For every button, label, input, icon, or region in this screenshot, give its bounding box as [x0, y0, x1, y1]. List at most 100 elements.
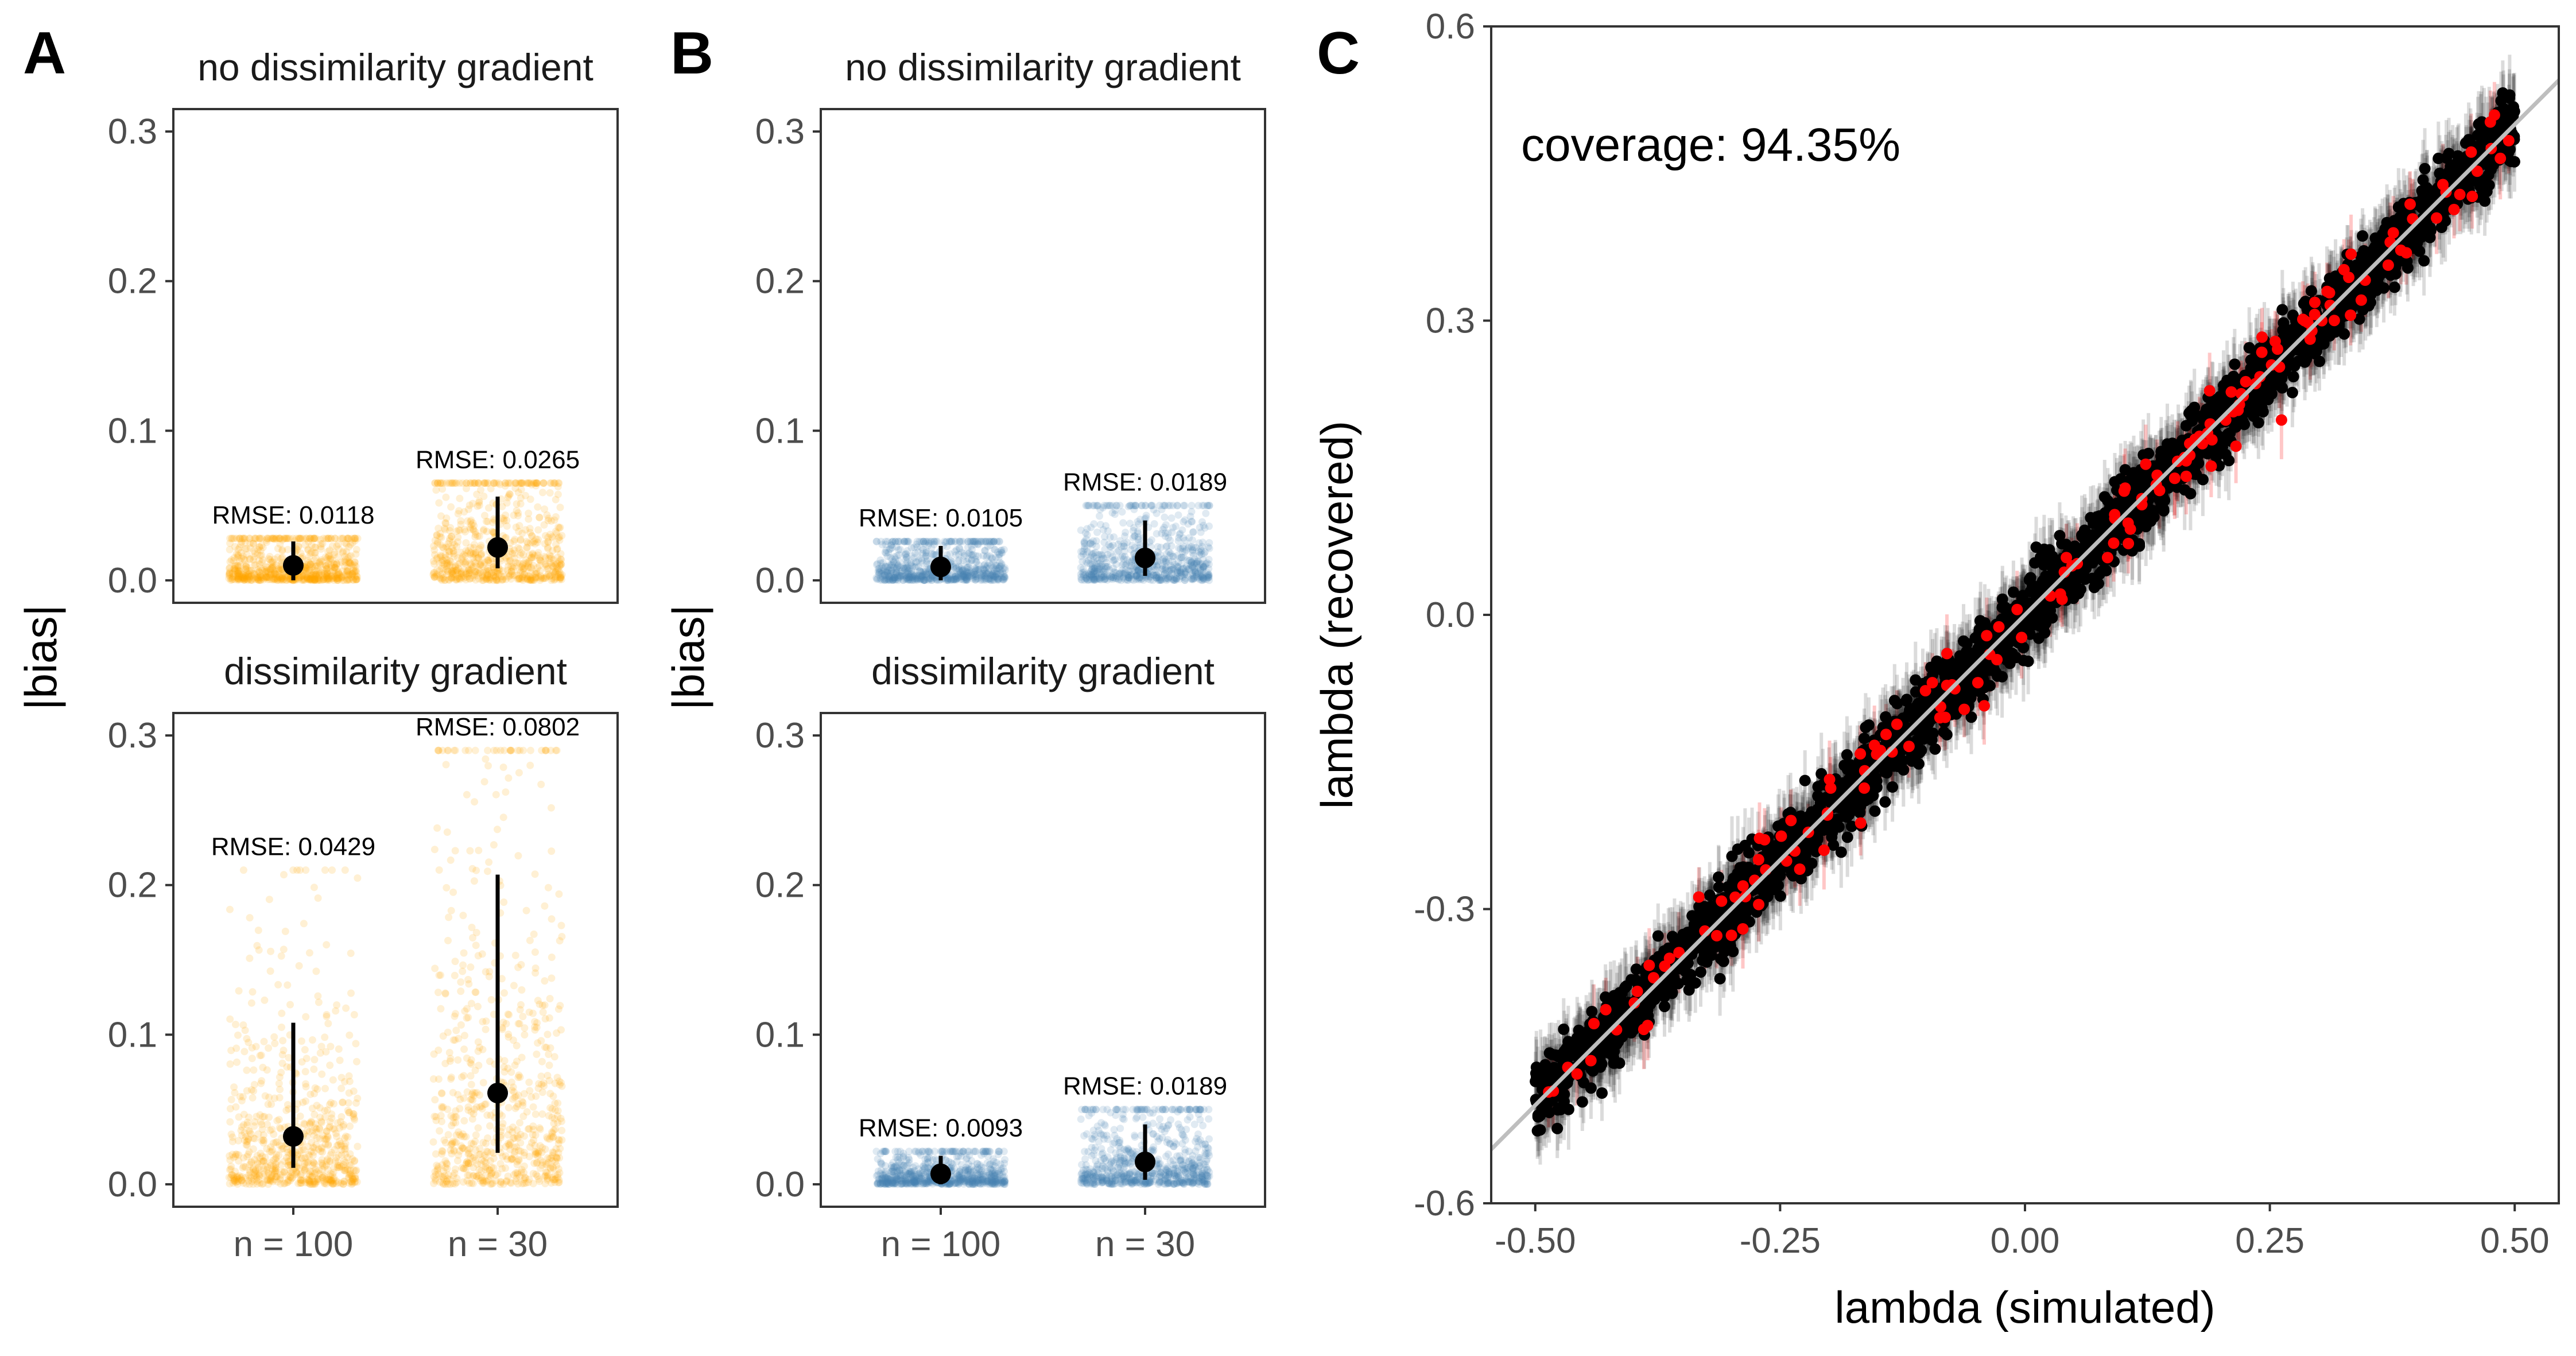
bias-point [304, 546, 312, 554]
bias-point [548, 575, 556, 583]
bias-point [311, 576, 319, 584]
bias-point [518, 479, 526, 487]
bias-point [1001, 566, 1009, 574]
bias-point [235, 1157, 243, 1165]
bias-point [517, 563, 525, 571]
bias-point [337, 574, 346, 582]
bias-point [511, 479, 519, 487]
bias-point [353, 573, 361, 581]
bias-point [533, 479, 541, 487]
bias-point [1189, 528, 1197, 536]
bias-point [235, 544, 243, 552]
bias-point [232, 534, 240, 543]
bias-point [437, 512, 445, 520]
bias-point [491, 479, 499, 487]
bias-point [265, 534, 273, 543]
bias-point [552, 561, 560, 569]
bias-point [250, 569, 258, 578]
bias-point [500, 573, 508, 581]
bias-point [308, 576, 316, 584]
bias-point [272, 534, 280, 543]
bias-point [457, 570, 465, 578]
bias-point [227, 534, 235, 543]
bias-point [498, 572, 506, 580]
bias-point [226, 564, 234, 572]
bias-point [938, 1148, 946, 1156]
bias-point [558, 933, 566, 940]
bias-point [446, 561, 454, 569]
y-tick-label: 0.0 [108, 561, 157, 600]
bias-point [480, 479, 488, 487]
bias-point [472, 576, 480, 584]
bias-point [261, 1092, 269, 1100]
bias-point [239, 552, 247, 560]
bias-point [467, 1060, 475, 1068]
bias-point [454, 554, 462, 562]
bias-point [327, 554, 335, 562]
bias-point [250, 1066, 258, 1074]
bias-point [325, 534, 333, 543]
bias-point [250, 540, 257, 548]
bias-point [441, 526, 449, 534]
bias-point [486, 574, 494, 582]
bias-point [1159, 564, 1167, 572]
bias-point [341, 571, 349, 579]
bias-point [247, 567, 255, 575]
bias-point [262, 568, 270, 576]
bias-point [505, 490, 513, 498]
bias-point [499, 575, 507, 583]
bias-point [473, 490, 481, 498]
bias-point [544, 544, 552, 552]
bias-point [299, 576, 307, 583]
bias-point [306, 561, 314, 569]
bias-point [1174, 568, 1182, 576]
bias-point [324, 1140, 332, 1148]
bias-point [514, 963, 522, 971]
bias-point [1120, 547, 1128, 555]
bias-point [451, 563, 459, 571]
bias-point [266, 1126, 274, 1134]
bias-point [272, 571, 280, 579]
bias-point [458, 553, 466, 561]
bias-point [232, 1150, 240, 1159]
bias-point [1167, 514, 1176, 522]
bias-point [467, 1072, 475, 1080]
bias-point [479, 572, 487, 580]
bias-point [545, 555, 553, 563]
bias-point [307, 549, 315, 557]
bias-point [335, 569, 342, 577]
bias-point [536, 513, 544, 521]
bias-point [325, 574, 333, 582]
bias-point [448, 575, 456, 583]
bias-point [260, 1037, 268, 1045]
bias-point [324, 553, 332, 561]
bias-point [1161, 513, 1169, 521]
bias-point [987, 1165, 994, 1173]
bias-point [343, 576, 351, 584]
bias-point [258, 534, 266, 543]
bias-point [482, 755, 490, 763]
bias-point [269, 534, 277, 543]
bias-point [483, 571, 491, 579]
bias-point [240, 1110, 248, 1118]
bias-point [985, 1148, 993, 1156]
bias-point [467, 516, 475, 524]
bias-point [536, 576, 544, 584]
bias-point [240, 574, 249, 582]
bias-point [323, 574, 331, 582]
bias-point [273, 574, 281, 582]
bias-point [455, 507, 463, 515]
bias-point [258, 574, 266, 581]
bias-point [474, 1002, 482, 1010]
bias-point [453, 575, 461, 583]
bias-point [489, 518, 497, 526]
bias-point [441, 576, 449, 584]
bias-point [485, 567, 493, 575]
bias-point [352, 1040, 360, 1048]
bias-point [245, 1127, 253, 1134]
bias-point [346, 1109, 354, 1117]
bias-point [507, 571, 515, 578]
bias-point [536, 514, 544, 522]
bias-point [430, 557, 437, 565]
bias-point [469, 563, 477, 571]
